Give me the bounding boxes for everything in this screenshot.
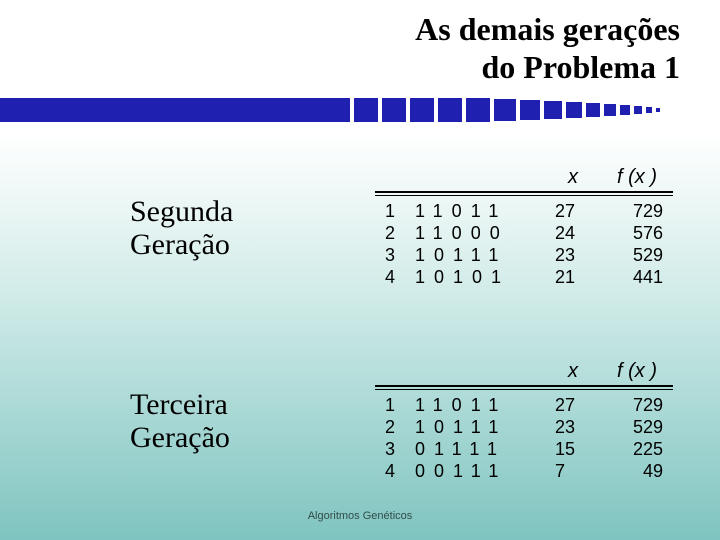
table-rule: [375, 195, 673, 196]
cell-index: 2: [375, 417, 405, 438]
bar-segment: [466, 98, 490, 122]
cell-x: 23: [545, 245, 601, 266]
cell-index: 3: [375, 245, 405, 266]
table-row: 400111749: [375, 460, 673, 482]
cell-index: 3: [375, 439, 405, 460]
table-header: xf (x ): [375, 360, 673, 385]
bar-segment: [410, 98, 434, 122]
slide-title: As demais gerações do Problema 1: [415, 10, 680, 87]
cell-x: 24: [545, 223, 601, 244]
cell-bits: 01111: [405, 439, 545, 460]
title-line2: do Problema 1: [481, 49, 680, 85]
table-header: xf (x ): [375, 166, 673, 191]
generation-table-2: xf (x )111011277292110002457631011123529…: [375, 166, 673, 288]
col-header-x: x: [545, 166, 601, 189]
col-header-fx: f (x ): [601, 360, 673, 383]
cell-bits: 00111: [405, 461, 545, 482]
cell-bits: 11000: [405, 223, 545, 244]
cell-fx: 49: [601, 461, 673, 482]
table-rule: [375, 191, 673, 193]
table-row: 21100024576: [375, 222, 673, 244]
bar-segment: [586, 103, 600, 117]
bar-segment: [382, 98, 406, 122]
bar-segment: [544, 101, 562, 119]
bar-segment: [520, 100, 540, 120]
bar-segment: [354, 98, 378, 122]
table-row: 30111115225: [375, 438, 673, 460]
cell-fx: 529: [601, 245, 673, 266]
cell-fx: 441: [601, 267, 673, 288]
title-line1: As demais gerações: [415, 11, 680, 47]
label-line: Geração: [130, 421, 230, 454]
cell-x: 27: [545, 201, 601, 222]
bar-segment: [494, 99, 516, 121]
col-header-fx: f (x ): [601, 166, 673, 189]
bar-segment: [646, 107, 652, 113]
bar-segment: [566, 102, 582, 118]
generation-table-3: xf (x )111011277292101112352930111115225…: [375, 360, 673, 482]
decorative-bar: [0, 98, 664, 122]
cell-x: 23: [545, 417, 601, 438]
cell-bits: 10111: [405, 417, 545, 438]
bar-segment: [634, 106, 642, 114]
cell-fx: 529: [601, 417, 673, 438]
bar-segment: [656, 108, 660, 112]
cell-x: 21: [545, 267, 601, 288]
label-line: Geração: [130, 228, 230, 261]
cell-bits: 11011: [405, 395, 545, 416]
bar-segment-wide: [0, 98, 350, 122]
table-row: 21011123529: [375, 416, 673, 438]
cell-bits: 10101: [405, 267, 545, 288]
bar-segment: [620, 105, 630, 115]
bar-segment: [438, 98, 462, 122]
cell-index: 4: [375, 267, 405, 288]
cell-index: 2: [375, 223, 405, 244]
label-line: Segunda: [130, 195, 233, 228]
cell-index: 4: [375, 461, 405, 482]
cell-bits: 10111: [405, 245, 545, 266]
cell-x: 7: [545, 461, 601, 482]
table-row: 31011123529: [375, 244, 673, 266]
cell-index: 1: [375, 201, 405, 222]
table-row: 11101127729: [375, 200, 673, 222]
cell-x: 15: [545, 439, 601, 460]
cell-index: 1: [375, 395, 405, 416]
cell-fx: 576: [601, 223, 673, 244]
cell-fx: 225: [601, 439, 673, 460]
cell-fx: 729: [601, 395, 673, 416]
section-label-segunda: SegundaGeração: [130, 195, 233, 261]
table-rule: [375, 385, 673, 387]
cell-bits: 11011: [405, 201, 545, 222]
bar-segment: [604, 104, 616, 116]
section-label-terceira: TerceiraGeração: [130, 388, 230, 454]
cell-x: 27: [545, 395, 601, 416]
footer-text: Algoritmos Genéticos: [0, 510, 720, 522]
cell-fx: 729: [601, 201, 673, 222]
table-row: 11101127729: [375, 394, 673, 416]
table-row: 41010121441: [375, 266, 673, 288]
table-rule: [375, 389, 673, 390]
label-line: Terceira: [130, 388, 228, 421]
col-header-x: x: [545, 360, 601, 383]
